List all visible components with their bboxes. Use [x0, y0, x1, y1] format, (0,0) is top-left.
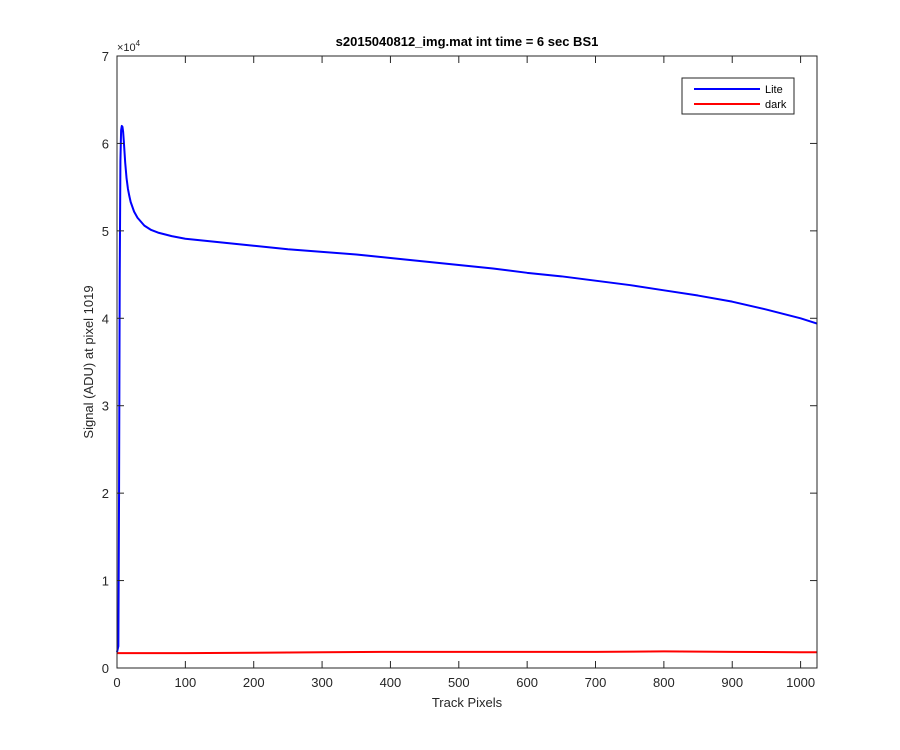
y-tick-label: 0 [102, 661, 109, 676]
x-tick-label: 300 [311, 675, 333, 690]
plot-area [117, 56, 817, 668]
plot-frame [116, 55, 818, 669]
y-tick-label: 5 [102, 224, 109, 239]
y-tick-label: 3 [102, 399, 109, 414]
y-tick-label: 2 [102, 486, 109, 501]
series-line-lite [116, 124, 818, 653]
x-tick-label: 1000 [786, 675, 815, 690]
y-axis-label: Signal (ADU) at pixel 1019 [81, 285, 96, 438]
x-axis-ticks: 0 100 200 300 400 500 600 700 800 900 1000 [113, 56, 815, 690]
x-tick-label: 500 [448, 675, 470, 690]
y-exponent-base: ×10 [117, 42, 136, 54]
legend-box [681, 77, 795, 115]
series-layer [116, 124, 818, 655]
x-tick-label: 0 [113, 675, 120, 690]
y-tick-label: 4 [102, 311, 109, 326]
chart-title: s2015040812_img.mat int time = 6 sec BS1 [336, 34, 599, 49]
x-tick-label: 100 [175, 675, 197, 690]
y-tick-label: 7 [102, 49, 109, 64]
legend: Lite dark [681, 77, 795, 115]
legend-label-dark: dark [765, 99, 787, 111]
x-tick-label: 700 [585, 675, 607, 690]
x-tick-label: 600 [516, 675, 538, 690]
x-axis-label: Track Pixels [432, 695, 503, 710]
x-tick-label: 400 [380, 675, 402, 690]
series-line-dark [117, 650, 817, 655]
x-tick-label: 800 [653, 675, 675, 690]
x-tick-label: 200 [243, 675, 265, 690]
y-exponent-label: ×104 [117, 39, 141, 54]
y-tick-label: 1 [102, 574, 109, 589]
x-tick-label: 900 [721, 675, 743, 690]
y-tick-label: 6 [102, 136, 109, 151]
y-axis-ticks: 0 1 2 3 4 5 6 7 [102, 49, 817, 676]
legend-label-lite: Lite [765, 84, 783, 96]
y-exponent-power: 4 [136, 39, 141, 48]
